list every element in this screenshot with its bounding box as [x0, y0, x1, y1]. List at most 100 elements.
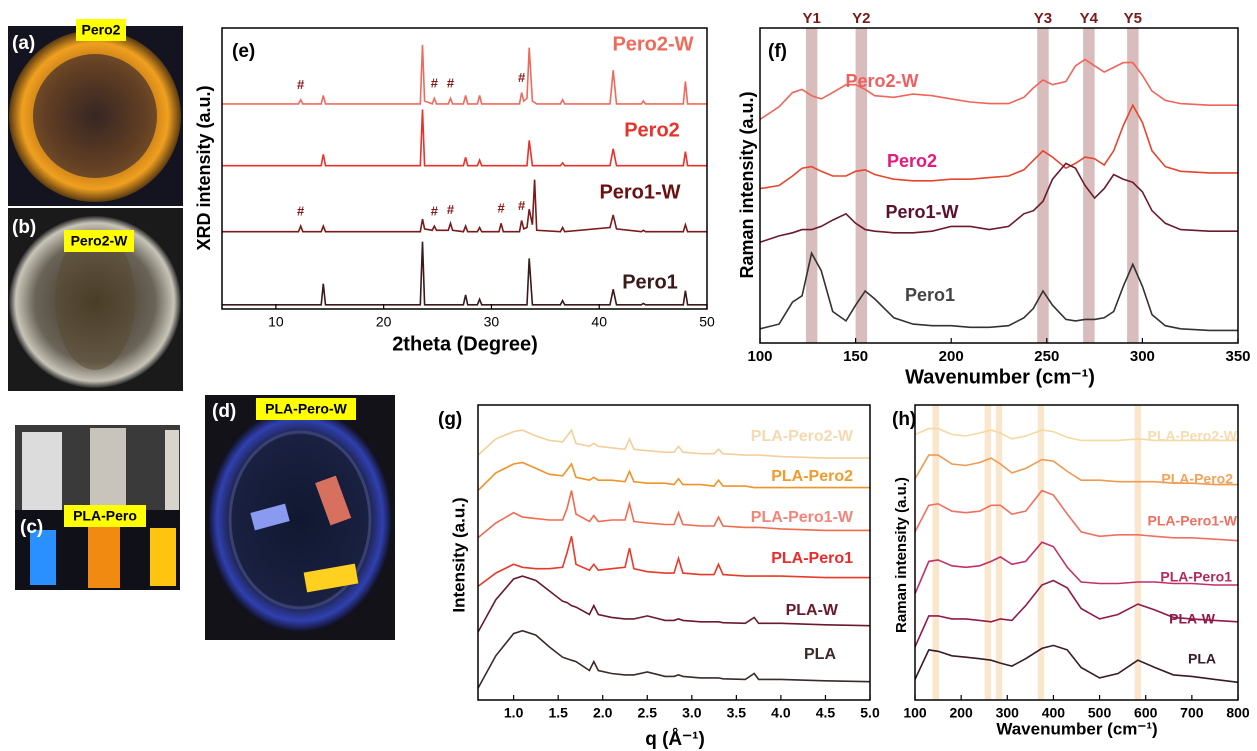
- highlight-band: [1037, 405, 1045, 700]
- x-tick-label: 2.0: [593, 705, 613, 721]
- band-label: Y1: [802, 10, 820, 27]
- x-tick-label: 300: [1130, 348, 1155, 365]
- series-line: [914, 489, 1239, 542]
- highlight-band: [984, 405, 992, 700]
- chart: Pero2-W Pero2 Pero1-W Pero1 # # # # # # # # #10 20 30 4…: [194, 27, 715, 355]
- x-tick-label: 350: [1225, 348, 1250, 365]
- annotation: #: [447, 76, 455, 91]
- series-label: PLA: [1188, 651, 1216, 667]
- annotation: #: [431, 203, 439, 218]
- chart: PLA-Pero2-W PLA-Pero2 PLA-Pero1-W PLA-Pero1…: [438, 404, 880, 750]
- plot-frame: [759, 27, 1239, 344]
- photo-label: Pero2-W: [71, 233, 129, 249]
- series-line: [759, 250, 1238, 332]
- x-tick-label: 3.5: [727, 705, 747, 721]
- series-line: [759, 58, 1238, 121]
- x-axis-label: q (Å⁻¹): [645, 729, 705, 750]
- x-tick-label: 40: [591, 314, 607, 330]
- series-line: [477, 575, 871, 633]
- series-line: [222, 241, 707, 306]
- panel-label: (f): [768, 41, 787, 62]
- x-tick-label: 150: [843, 348, 868, 365]
- highlight-band: [932, 405, 939, 700]
- highlight-band: [1037, 28, 1049, 343]
- series-label: Pero1-W: [599, 181, 680, 203]
- panel-label: (d): [212, 401, 236, 422]
- series-line: [914, 644, 1239, 684]
- y-axis-label: Intensity (a.u.): [449, 497, 468, 612]
- x-axis-label: 2theta (Degree): [392, 333, 538, 355]
- series-label: PLA-Pero2-W: [1148, 428, 1238, 444]
- annotation: #: [297, 203, 305, 218]
- series-label: PLA-Pero2: [1161, 471, 1233, 487]
- photo-b: (b) Pero2-W: [8, 208, 183, 391]
- series-line: [222, 179, 707, 233]
- series-line: [759, 162, 1238, 243]
- series-label: Pero2: [624, 119, 680, 141]
- plot-frame: [477, 404, 871, 701]
- x-tick-label: 10: [268, 314, 284, 330]
- y-axis-label: Raman intensity (a.u.): [893, 477, 910, 633]
- panel-label: (a): [12, 33, 35, 54]
- x-tick-label: 30: [484, 314, 500, 330]
- annotation: #: [518, 70, 526, 85]
- highlight-band: [995, 405, 1003, 700]
- x-tick-label: 500: [1088, 705, 1112, 721]
- panel-label: (c): [20, 517, 43, 538]
- series-label: Pero1: [905, 285, 955, 305]
- x-tick-label: 1.0: [504, 705, 524, 721]
- x-tick-label: 100: [747, 348, 772, 365]
- series-line: [914, 454, 1238, 486]
- series-line: [477, 428, 870, 459]
- annotation: #: [518, 198, 526, 213]
- panel-label: (b): [12, 217, 36, 238]
- x-tick-label: 1.5: [548, 705, 568, 721]
- x-tick-label: 300: [996, 705, 1020, 721]
- photo-label: PLA-Pero: [73, 508, 137, 524]
- plot-frame: [221, 27, 708, 310]
- x-tick-label: 700: [1180, 705, 1204, 721]
- x-tick-label: 200: [939, 348, 964, 365]
- x-tick-label: 800: [1226, 705, 1250, 721]
- series-line: [914, 579, 1239, 648]
- series-line: [222, 109, 707, 167]
- series-line: [477, 461, 870, 492]
- highlight-band: [1134, 405, 1142, 700]
- highlight-band: [1127, 28, 1139, 343]
- series-label: PLA-Pero2-W: [751, 428, 854, 445]
- series-label: PLA: [804, 646, 836, 663]
- series-line: [914, 541, 1238, 595]
- photo-label: PLA-Pero-W: [265, 401, 347, 417]
- series-label: Pero2-W: [845, 71, 918, 91]
- series-label: Pero2-W: [612, 33, 693, 55]
- series-label: PLA-Pero1: [771, 550, 853, 567]
- series-label: PLA-Pero1-W: [1148, 513, 1238, 529]
- series-line: [914, 427, 1238, 442]
- x-tick-label: 4.5: [816, 705, 836, 721]
- series-label: Pero1: [622, 271, 678, 293]
- x-tick-label: 100: [903, 705, 927, 721]
- photo-c: (c) PLA-Pero: [15, 425, 180, 590]
- series-line: [759, 103, 1238, 190]
- photo-d: (d) PLA-Pero-W: [205, 395, 395, 640]
- x-axis-label: Wavenumber (cm⁻¹): [996, 719, 1157, 738]
- x-tick-label: 400: [1042, 705, 1066, 721]
- band-label: Y5: [1124, 10, 1142, 27]
- plot-frame: [914, 404, 1239, 701]
- highlight-band: [855, 28, 868, 343]
- annotation: #: [431, 76, 439, 91]
- series-label: Pero2: [887, 151, 937, 171]
- highlight-band: [805, 28, 818, 343]
- series-label: Pero1-W: [885, 202, 958, 222]
- series-line: [222, 44, 707, 105]
- series-label: PLA-W: [786, 602, 839, 619]
- x-tick-label: 600: [1134, 705, 1158, 721]
- x-tick-label: 5.0: [860, 705, 880, 721]
- photo-label: Pero2: [82, 22, 121, 38]
- series-label: PLA-Pero1: [1160, 569, 1232, 585]
- series-line: [477, 536, 870, 588]
- x-tick-label: 20: [376, 314, 392, 330]
- panel-label: (e): [232, 41, 255, 62]
- panel-label: (h): [892, 409, 916, 430]
